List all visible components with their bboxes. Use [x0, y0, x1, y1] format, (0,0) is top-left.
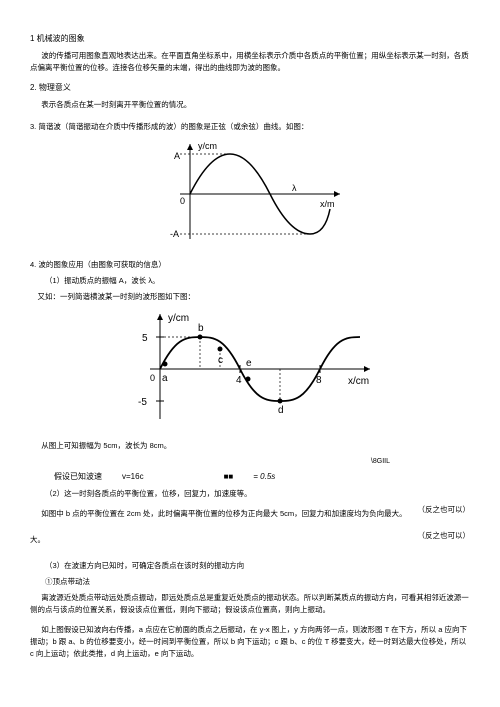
sec4-note1: 从图上可知振幅为 5cm，波长为 8cm。 — [30, 440, 470, 452]
sec4-item1: （1）振动质点的振幅 A，波长 λ。 — [45, 275, 470, 287]
formula-unit-note: \8GIIL — [30, 456, 390, 467]
sec4-item2: （2）这一时刻各质点的平衡位置，位移，回复力，加速度等。 — [45, 488, 470, 500]
sec4-title: 4. 波的图象应用（由图象可获取的信息） — [30, 259, 470, 271]
formula-result: = 0.5s — [253, 471, 275, 484]
sec2-para: 表示各质点在某一时刻离开平衡位置的情况。 — [30, 99, 470, 111]
sec4-item3: （3）在波速方向已知时，可确定各质点在该时刻的振动方向 — [45, 560, 470, 572]
fig2-pt-b: b — [198, 323, 204, 334]
sec4-para2a: 如图中 b 点的平衡位置在 2cm 处，此时偏离平衡位置的位移为正向最大 5cm… — [30, 508, 470, 520]
fig2-pt-c: c — [218, 355, 223, 366]
fig1-xlabel: x/m — [320, 199, 335, 209]
fig2-ytick-neg: -5 — [138, 397, 147, 408]
fig2-pt-e: e — [246, 358, 252, 369]
figure-2-waveform: y/cm x/cm 5 -5 4 8 0 a b c d e — [30, 309, 470, 434]
fig2-origin: 0 — [150, 373, 155, 383]
fig1-origin: 0 — [180, 196, 185, 206]
sec4-example: 又如：一列简谐横波某一时刻的波形图如下图： — [38, 291, 471, 303]
figure-1-sine-wave: y/cm x/m A -A λ 0 — [30, 139, 470, 254]
fig2-ytick-pos: 5 — [142, 333, 148, 344]
formula-row: 假设已知波速 v=16c ■■ = 0.5s — [54, 471, 470, 484]
fig2-pt-d: d — [278, 405, 284, 416]
sec4-method: ①顶点带动法 — [45, 576, 470, 588]
fig1-ylabel: y/cm — [198, 141, 217, 151]
fig2-pt-a: a — [162, 373, 168, 384]
fig2-xtick1: 4 — [236, 375, 242, 386]
sec2-title: 2. 物理意义 — [30, 82, 470, 95]
fig2-ylabel: y/cm — [168, 313, 189, 324]
note-right-2: （反之也可以） — [418, 530, 471, 542]
fig2-xlabel: x/cm — [348, 376, 369, 387]
formula-v: v=16c — [122, 471, 144, 484]
sec4-para2b-large: 大。 — [30, 534, 470, 546]
sec3-title: 3. 简谐波（简谐振动在介质中传播形成的波）的图象是正弦（或余弦）曲线。如图： — [30, 121, 470, 133]
sec1-title: 1 机械波的图象 — [30, 33, 470, 46]
note-right-1: （反之也可以） — [418, 504, 471, 516]
formula-label: 假设已知波速 — [54, 471, 102, 484]
fig1-amp-a: A — [174, 151, 180, 161]
fig1-lambda: λ — [292, 183, 297, 193]
sec4-para3: 离波源近处质点带动远处质点振动，即远处质点总是重复近处质点的振动状态。所以判断某… — [30, 592, 470, 616]
sec1-para: 波的传播可用图象直观地表达出来。在平面直角坐标系中，用横坐标表示介质中各质点的平… — [30, 50, 470, 74]
formula-img-placeholder: ■■ — [224, 471, 234, 484]
sec4-para4: 如上图假设已知波向右传播，a 点应在它前面的质点之后振动，在 y-x 图上，y … — [30, 624, 470, 660]
fig1-amp-neg-a: -A — [170, 229, 179, 239]
